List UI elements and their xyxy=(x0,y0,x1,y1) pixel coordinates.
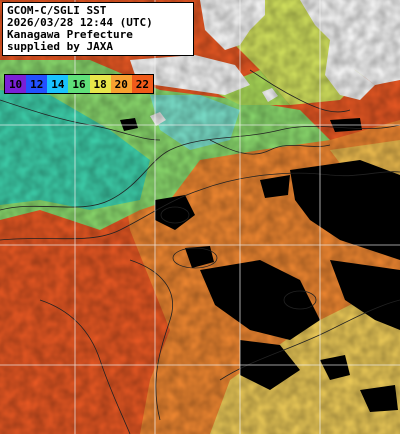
legend-seg-22: 22 xyxy=(131,75,153,93)
legend-seg-10: 10 xyxy=(5,75,27,93)
legend-seg-18: 18 xyxy=(89,75,111,93)
legend-seg-20: 20 xyxy=(110,75,132,93)
region-label: Kanagawa Prefecture xyxy=(7,28,133,41)
satellite-title: GCOM-C/SGLI SST xyxy=(7,4,107,17)
sst-color-legend: 10 12 14 16 18 20 22 xyxy=(4,74,154,94)
legend-seg-14: 14 xyxy=(47,75,69,93)
data-credit: supplied by JAXA xyxy=(7,40,113,53)
legend-seg-12: 12 xyxy=(26,75,48,93)
info-box: GCOM-C/SGLI SST 2026/03/28 12:44 (UTC) K… xyxy=(2,2,194,56)
cloud-cover xyxy=(120,118,400,412)
observation-timestamp: 2026/03/28 12:44 (UTC) xyxy=(7,16,153,29)
legend-seg-16: 16 xyxy=(68,75,90,93)
